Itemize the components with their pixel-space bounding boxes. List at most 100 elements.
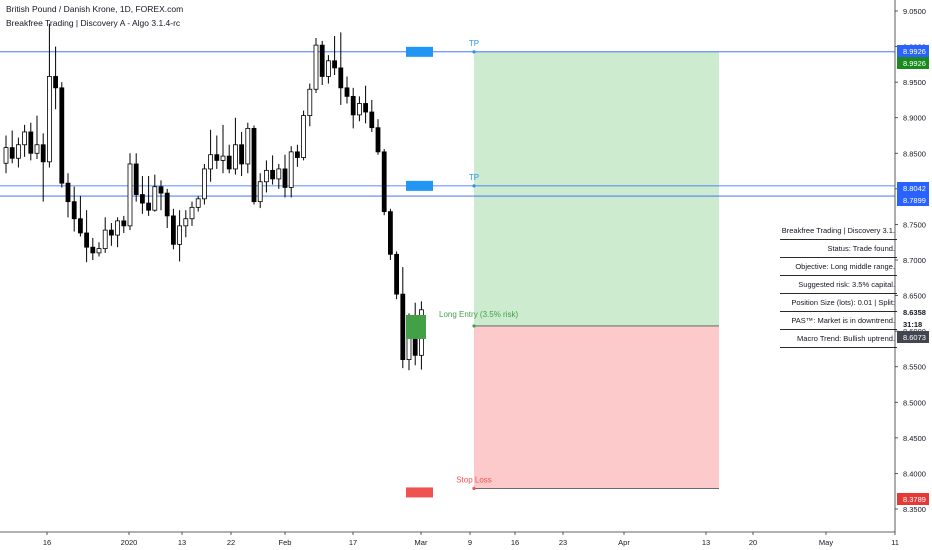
stop-marker [406,487,433,498]
y-tick-label: 9.0500 [903,7,926,16]
info-panel-row: PAS™: Market is in downtrend. [780,312,897,330]
candle-body [40,144,46,163]
price-tag [897,331,929,343]
candle-body [47,76,52,163]
candle-body [245,127,251,165]
candle-body [164,192,170,217]
candle-body [109,229,114,236]
price-tag [897,493,929,505]
candle-body [34,144,40,154]
candle-body [344,87,350,97]
y-tick-label: 8.8500 [903,149,926,158]
x-tick-label: 22 [227,538,235,547]
candle-body [121,220,127,227]
tp-marker [406,180,433,191]
candle-body [257,181,263,203]
price-tag [897,45,929,57]
candle-body [139,194,145,204]
candle-body [201,168,207,200]
candle-body [15,144,21,159]
annotation-dot [472,50,476,54]
y-tick-label: 8.7500 [903,220,926,229]
info-panel-row: Macro Trend: Bullish uptrend. [780,330,897,348]
x-tick-label: 9 [468,538,472,547]
profit-zone [474,51,719,326]
annotation-dot [472,184,476,188]
candle-body [338,67,344,89]
candle-body [239,144,245,165]
candle-body [381,151,387,213]
trade-info-panel: Breakfree Trading | Discovery 3.1. Status… [780,222,897,348]
price-tag-label: 8.6358 [903,308,926,317]
candle-body [90,246,96,254]
candle-body [288,151,294,188]
loss-zone [474,325,719,489]
price-tag-label: 8.9926 [903,59,926,68]
candle-body [350,95,356,116]
entry-marker [406,314,426,339]
candle-body [294,151,300,158]
candle-body [183,218,189,227]
info-panel-row: Position Size (lots): 0.01 | Split: [780,294,897,312]
candle-body [400,293,406,360]
price-tag-label: 8.3789 [903,495,926,504]
x-tick-label: 13 [702,538,710,547]
candle-body [220,155,226,161]
candle-body [189,206,195,220]
annotation-label: Long Entry (3.5% risk) [439,310,518,319]
candle-body [319,44,325,77]
x-tick-label: 13 [178,538,186,547]
candle-body [375,127,381,153]
candle-body [332,60,338,69]
candle-body [65,182,71,203]
y-tick-label: 8.4500 [903,434,926,443]
candle-body [226,155,232,170]
candle-body [84,232,89,248]
candle-body [170,215,176,245]
info-panel-row: Suggested risk: 3.5% capital. [780,276,897,294]
x-tick-label: May [819,538,833,547]
candle-body [369,111,375,129]
info-panel-row: Breakfree Trading | Discovery 3.1. [780,222,897,240]
x-tick-label: 16 [43,538,51,547]
candle-body [102,229,108,250]
indicator-title: Breakfree Trading | Discovery A - Algo 3… [6,18,181,28]
chart-title: British Pound / Danish Krone, 1D, FOREX.… [6,4,184,14]
y-tick-label: 8.5000 [903,398,926,407]
annotation-label: Stop Loss [456,475,492,484]
y-tick-label: 8.6500 [903,292,926,301]
candle-body [152,186,158,211]
candle-body [251,127,257,203]
annotation-label: TP [469,39,479,48]
price-tag [897,182,929,194]
candle-body [22,131,28,146]
price-tag-label: 8.6073 [903,333,926,342]
tp-marker [406,46,433,57]
x-tick-label: Feb [279,538,292,547]
x-tick-label: Mar [415,538,428,547]
candle-body [177,225,183,245]
candle-body [270,169,276,180]
candle-body [127,163,133,227]
candle-body [282,168,288,188]
candle-body [387,211,393,255]
price-tag-label: 8.7899 [903,196,926,205]
x-tick-label: 17 [349,538,357,547]
candle-body [3,147,9,164]
candle-body [214,154,220,161]
candle-body [301,115,307,158]
candle-body [71,201,77,220]
candle-body [208,154,214,170]
candle-body [78,218,83,234]
x-tick-label: 2020 [121,538,138,547]
price-tag [897,194,929,206]
info-panel-row: Status: Trade found. [780,240,897,258]
candle-body [356,103,362,116]
candle-body [53,76,58,89]
x-tick-label: Apr [618,538,630,547]
candle-body [363,103,369,113]
annotation-dot [472,324,476,328]
candle-body [96,248,102,254]
annotation-dot [472,486,476,491]
